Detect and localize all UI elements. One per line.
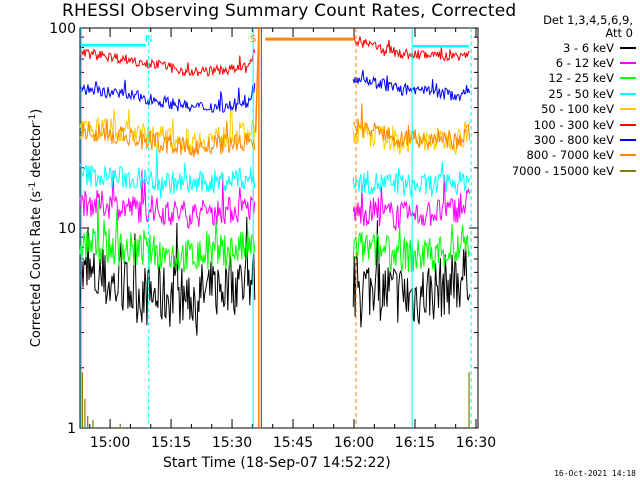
series-line xyxy=(352,35,470,62)
chart-title: RHESSI Observing Summary Count Rates, Co… xyxy=(62,1,517,21)
legend-label: 3 - 6 keV xyxy=(563,40,614,55)
legend-item: 100 - 300 keV xyxy=(482,117,636,132)
marker-label: N xyxy=(145,34,152,45)
series-line xyxy=(79,79,256,113)
legend-label: 7000 - 15000 keV xyxy=(511,163,614,178)
legend-swatch xyxy=(620,154,636,157)
legend-label: 25 - 50 keV xyxy=(548,86,614,101)
x-tick-label: 15:15 xyxy=(151,435,191,451)
legend-item: 300 - 800 keV xyxy=(482,132,636,147)
y-tick-label: 100 xyxy=(49,21,76,37)
legend-swatch xyxy=(620,139,636,142)
series-line xyxy=(352,120,470,155)
series-line xyxy=(79,216,256,336)
marker-label: S xyxy=(250,34,256,45)
x-tick-label: 15:30 xyxy=(212,435,252,451)
y-tick-label: 1 xyxy=(67,421,76,437)
x-tick-label: 16:00 xyxy=(334,435,374,451)
series-line xyxy=(79,199,256,273)
legend-swatch xyxy=(620,108,636,111)
x-tick-label: 16:15 xyxy=(395,435,435,451)
legend: Det 1,3,4,5,6,9, Att 0 3 - 6 keV 6 - 12 k… xyxy=(482,14,636,179)
x-tick-label: 15:00 xyxy=(90,435,130,451)
series-line xyxy=(79,48,256,77)
legend-swatch xyxy=(620,46,636,49)
y-tick-label: 10 xyxy=(58,221,76,237)
legend-swatch xyxy=(620,123,636,126)
legend-header-line-1: Det 1,3,4,5,6,9, xyxy=(543,13,633,27)
series-line xyxy=(352,220,470,328)
legend-item: 3 - 6 keV xyxy=(482,40,636,55)
legend-swatch xyxy=(620,92,636,95)
series-line xyxy=(352,103,470,150)
series-line xyxy=(79,147,256,199)
legend-label: 12 - 25 keV xyxy=(548,71,614,86)
legend-label: 300 - 800 keV xyxy=(533,133,614,148)
series-line xyxy=(352,224,470,273)
series-line xyxy=(79,169,256,229)
legend-label: 50 - 100 keV xyxy=(541,102,614,117)
series-line xyxy=(352,174,470,231)
x-axis-label: Start Time (18-Sep-07 14:52:22) xyxy=(163,455,391,471)
series-line xyxy=(352,70,470,101)
legend-swatch xyxy=(620,169,636,172)
legend-item: 7000 - 15000 keV xyxy=(482,163,636,178)
legend-item: 25 - 50 keV xyxy=(482,86,636,101)
generation-timestamp: 16-Oct-2021 14:18 xyxy=(554,469,636,478)
legend-label: 100 - 300 keV xyxy=(533,117,614,132)
legend-item: 6 - 12 keV xyxy=(482,55,636,70)
legend-header-line-2: Att 0 xyxy=(605,26,633,40)
legend-swatch xyxy=(620,62,636,65)
legend-item: 800 - 7000 keV xyxy=(482,148,636,163)
legend-item: 50 - 100 keV xyxy=(482,102,636,117)
x-tick-label: 16:30 xyxy=(456,435,496,451)
y-axis-label: Corrected Count Rate (s-1 detector-1) xyxy=(27,108,45,348)
legend-swatch xyxy=(620,77,636,80)
legend-item: 12 - 25 keV xyxy=(482,71,636,86)
legend-label: 6 - 12 keV xyxy=(555,56,614,71)
x-tick-label: 15:45 xyxy=(273,435,313,451)
series-line xyxy=(352,162,470,198)
legend-label: 800 - 7000 keV xyxy=(526,148,614,163)
series-line xyxy=(79,118,256,158)
